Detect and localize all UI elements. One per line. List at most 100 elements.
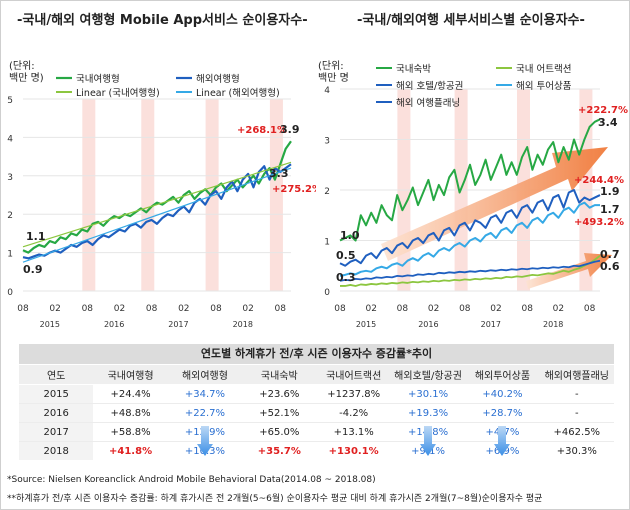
right-planning-end-label: 0.6	[600, 260, 620, 273]
summer-season-band	[82, 99, 96, 291]
table-cell: +48.8%	[93, 403, 168, 423]
y-tick-label: 4	[7, 134, 13, 144]
right-hotel-growth-label: +244.4%	[574, 175, 624, 186]
column-header: 국내숙박	[242, 365, 317, 385]
right-tour-growth-label: +493.2%	[574, 217, 624, 228]
table-cell: +462.5%	[539, 422, 614, 442]
series-line-1	[22, 140, 292, 254]
y-tick-label: 3	[324, 137, 330, 147]
right-chart-title: -국내/해외여행 세부서비스별 순이용자수-	[357, 13, 585, 28]
table-cell: 2018	[19, 441, 94, 460]
table-cell: 2017	[19, 422, 94, 442]
year-label: 2015	[40, 320, 60, 329]
year-label: 2017	[481, 320, 501, 329]
right-unit-label-1: (단위:	[318, 59, 344, 72]
series-line-4	[339, 201, 600, 277]
right-hotel-start-label: 0.5	[336, 249, 356, 262]
summer-season-band	[141, 99, 155, 291]
series-line-1	[339, 118, 601, 242]
x-tick-label: 08	[397, 304, 409, 314]
left-domestic-growth-label: +268.1%	[237, 125, 287, 136]
series-line-2	[340, 254, 601, 287]
right-attraction-end-label: 0.7	[600, 248, 620, 261]
column-header: 국내어트랙션	[316, 365, 391, 385]
table-cell: +19.3%	[390, 403, 466, 423]
table-cell: +130.1%	[328, 445, 379, 457]
x-tick-label: 02	[242, 304, 253, 314]
left-unit-label-1: (단위:	[9, 59, 35, 72]
table-cell: +23.6%	[242, 384, 317, 404]
table-cell: -	[539, 384, 614, 404]
table-cell: -4.2%	[316, 403, 391, 423]
x-tick-label: 02	[178, 304, 189, 314]
table-cell: -	[539, 403, 614, 423]
x-tick-label: 08	[210, 304, 222, 314]
right-lodging-end-label: 3.4	[598, 116, 618, 129]
series-line-3	[22, 161, 292, 248]
table-header-row: 연도 국내여행형 해외여행형 국내숙박 국내어트랙션 해외호텔/항공권 해외투어상품 해외여행…	[19, 365, 614, 385]
y-tick-label: 0	[7, 288, 13, 298]
right-tour-start-label: 0.3	[336, 271, 356, 284]
table-cell: +65.0%	[242, 422, 317, 442]
legend-label: 해외 호텔/항공권	[396, 80, 463, 92]
table-row: 2018+41.8%+10.3%+35.7%+130.1%+9.1%+6.9%+…	[19, 441, 614, 460]
x-tick-label: 02	[428, 304, 439, 314]
table-cell: +13.1%	[316, 422, 391, 442]
left-unit-label-2: 백만 명)	[9, 72, 44, 84]
y-tick-label: 2	[324, 187, 330, 197]
table-cell: +40.2%	[465, 384, 540, 404]
legend-label: Linear (해외여행형)	[196, 87, 280, 99]
table-cell: +30.1%	[390, 384, 466, 404]
year-label: 2015	[356, 320, 376, 329]
y-tick-label: 5	[7, 96, 13, 106]
y-tick-label: 3	[7, 173, 13, 183]
table-cell: +1237.8%	[316, 384, 391, 404]
year-label: 2016	[104, 320, 124, 329]
x-tick-label: 08	[17, 304, 29, 314]
column-header: 해외여행형	[167, 365, 243, 385]
column-header: 해외호텔/항공권	[390, 365, 466, 385]
series-line-4	[22, 167, 292, 263]
table-cell: +41.8%	[109, 445, 153, 457]
x-tick-label: 02	[114, 304, 125, 314]
column-header: 국내여행형	[93, 365, 168, 385]
left-domestic-end-label: 3.9	[280, 123, 300, 136]
table-cell: +22.7%	[167, 403, 243, 423]
y-tick-label: 2	[7, 211, 13, 221]
left-domestic-start-label: 1.1	[26, 230, 46, 243]
year-label: 2016	[418, 320, 438, 329]
table-cell: +58.8%	[93, 422, 168, 442]
table-cell: 2016	[19, 403, 94, 423]
y-tick-label: 0	[324, 288, 330, 298]
x-tick-label: 02	[553, 304, 564, 314]
growth-rate-table: 연도 국내여행형 해외여행형 국내숙박 국내어트랙션 해외호텔/항공권 해외투어상품 해외여행…	[19, 365, 614, 460]
y-tick-label: 1	[7, 250, 13, 260]
table-title: 연도별 하계휴가 전/후 시즌 이용자수 증감률*추이	[19, 344, 614, 364]
right-unit-label-2: 백만 명	[318, 72, 349, 84]
legend-label: 국내숙박	[396, 64, 431, 75]
decline-arrow	[494, 426, 511, 456]
x-tick-label: 08	[275, 304, 287, 314]
decline-arrow	[420, 426, 437, 456]
table-row: 2017+58.8%+12.9%+65.0%+13.1%+14.8%+4.7%+…	[19, 422, 614, 442]
right-lodging-growth-label: +222.7%	[578, 105, 628, 116]
x-tick-label: 02	[490, 304, 501, 314]
year-label: 2017	[168, 320, 188, 329]
x-tick-label: 02	[365, 304, 376, 314]
series-line-5	[339, 259, 601, 282]
decline-arrow	[196, 426, 213, 456]
table-cell: +34.7%	[167, 384, 243, 404]
series-line-3	[339, 189, 601, 267]
summer-season-band	[269, 99, 283, 291]
right-lodging-start-label: 1.0	[340, 229, 360, 242]
left-line-chart: 0 1 2 3 4 5 08 02 08 02 08 02 08 02 08 2015 2016 2017 2018…	[7, 59, 316, 329]
series-line-2	[22, 163, 292, 260]
legend-label: Linear (국내여행형)	[76, 87, 160, 99]
legend-label: 해외 여행플래닝	[396, 97, 460, 109]
table-row: 2016 +48.8% +22.7% +52.1% -4.2% +19.3% +28.7% -	[19, 403, 614, 423]
x-tick-label: 08	[82, 304, 94, 314]
legend-label: 해외 투어상품	[516, 80, 572, 92]
left-overseas-end-label: 3.3	[269, 167, 289, 180]
